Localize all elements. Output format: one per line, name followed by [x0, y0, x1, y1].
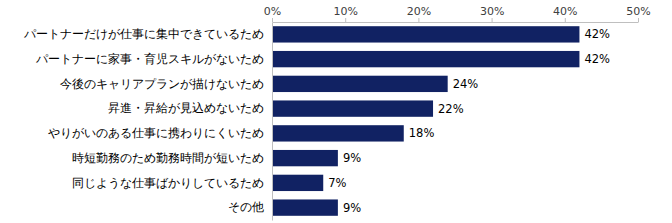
- bar: [272, 26, 579, 42]
- tick: 50%: [626, 5, 650, 22]
- axis-line: [272, 23, 273, 221]
- tick-mark: [272, 18, 273, 22]
- bar: [272, 175, 323, 191]
- tick-mark: [638, 18, 639, 22]
- tick-mark: [418, 18, 419, 22]
- category-label: 今後のキャリアプランが描けないため: [60, 77, 264, 91]
- tick-label: 40%: [553, 5, 577, 18]
- chart: 0%10%20%30%40%50%パートナーだけが仕事に集中できているためパート…: [0, 0, 672, 223]
- axis-line: [273, 22, 639, 23]
- data-label: 9%: [343, 201, 361, 215]
- data-labels: 42% 42% 24% 22%18% 9% 7% 9%: [328, 27, 610, 214]
- tick: パートナーに家事・育児スキルがないため: [35, 52, 272, 66]
- tick-label: 20%: [407, 5, 431, 18]
- tick-mark: [492, 18, 493, 22]
- tick: 今後のキャリアプランが描けないため: [60, 77, 272, 91]
- data-label: 18%: [409, 126, 435, 140]
- category-label: 時短勤務のため勤務時間が短いため: [72, 151, 264, 165]
- category-label: パートナーに家事・育児スキルがないため: [35, 52, 264, 66]
- bar: [272, 199, 338, 215]
- data-label: 22%: [438, 102, 464, 116]
- y-axis: パートナーだけが仕事に集中できているためパートナーに家事・育児スキルがないため今…: [23, 23, 273, 221]
- bars: [272, 26, 579, 216]
- tick-mark: [565, 18, 566, 22]
- data-label: 42%: [584, 52, 610, 66]
- tick-label: 10%: [333, 5, 357, 18]
- plot: 0%10%20%30%40%50%パートナーだけが仕事に集中できているためパート…: [23, 5, 651, 221]
- data-label: 7%: [328, 176, 346, 190]
- tick: 20%: [407, 5, 431, 22]
- tick-label: 50%: [626, 5, 650, 18]
- tick: 0%: [264, 5, 281, 22]
- category-label: やりがいのある仕事に携わりにくいため: [48, 126, 264, 140]
- bar: [272, 100, 433, 116]
- data-label: 42%: [584, 27, 610, 41]
- data-label: 9%: [343, 151, 361, 165]
- tick: 昇進・昇給が見込めないため: [108, 101, 272, 115]
- tick: 40%: [553, 5, 577, 22]
- tick-label: 0%: [264, 5, 281, 18]
- tick-mark: [345, 18, 346, 22]
- bar: [272, 125, 404, 141]
- tick: その他: [228, 200, 272, 214]
- data-label: 24%: [453, 77, 479, 91]
- category-label: 昇進・昇給が見込めないため: [108, 101, 264, 115]
- tick: パートナーだけが仕事に集中できているため: [23, 27, 272, 41]
- category-label: その他: [228, 200, 264, 214]
- category-label: 同じような仕事ばかりしているため: [72, 176, 264, 190]
- bar: [272, 76, 448, 92]
- tick: 30%: [480, 5, 504, 22]
- tick: 同じような仕事ばかりしているため: [72, 176, 272, 190]
- bar: [272, 51, 579, 67]
- bar: [272, 150, 338, 166]
- tick: 時短勤務のため勤務時間が短いため: [72, 151, 272, 165]
- category-label: パートナーだけが仕事に集中できているため: [23, 27, 264, 41]
- tick-label: 30%: [480, 5, 504, 18]
- tick: やりがいのある仕事に携わりにくいため: [48, 126, 272, 140]
- tick: 10%: [333, 5, 357, 22]
- x-axis: 0% 10% 20% 30% 40% 50%: [264, 5, 651, 23]
